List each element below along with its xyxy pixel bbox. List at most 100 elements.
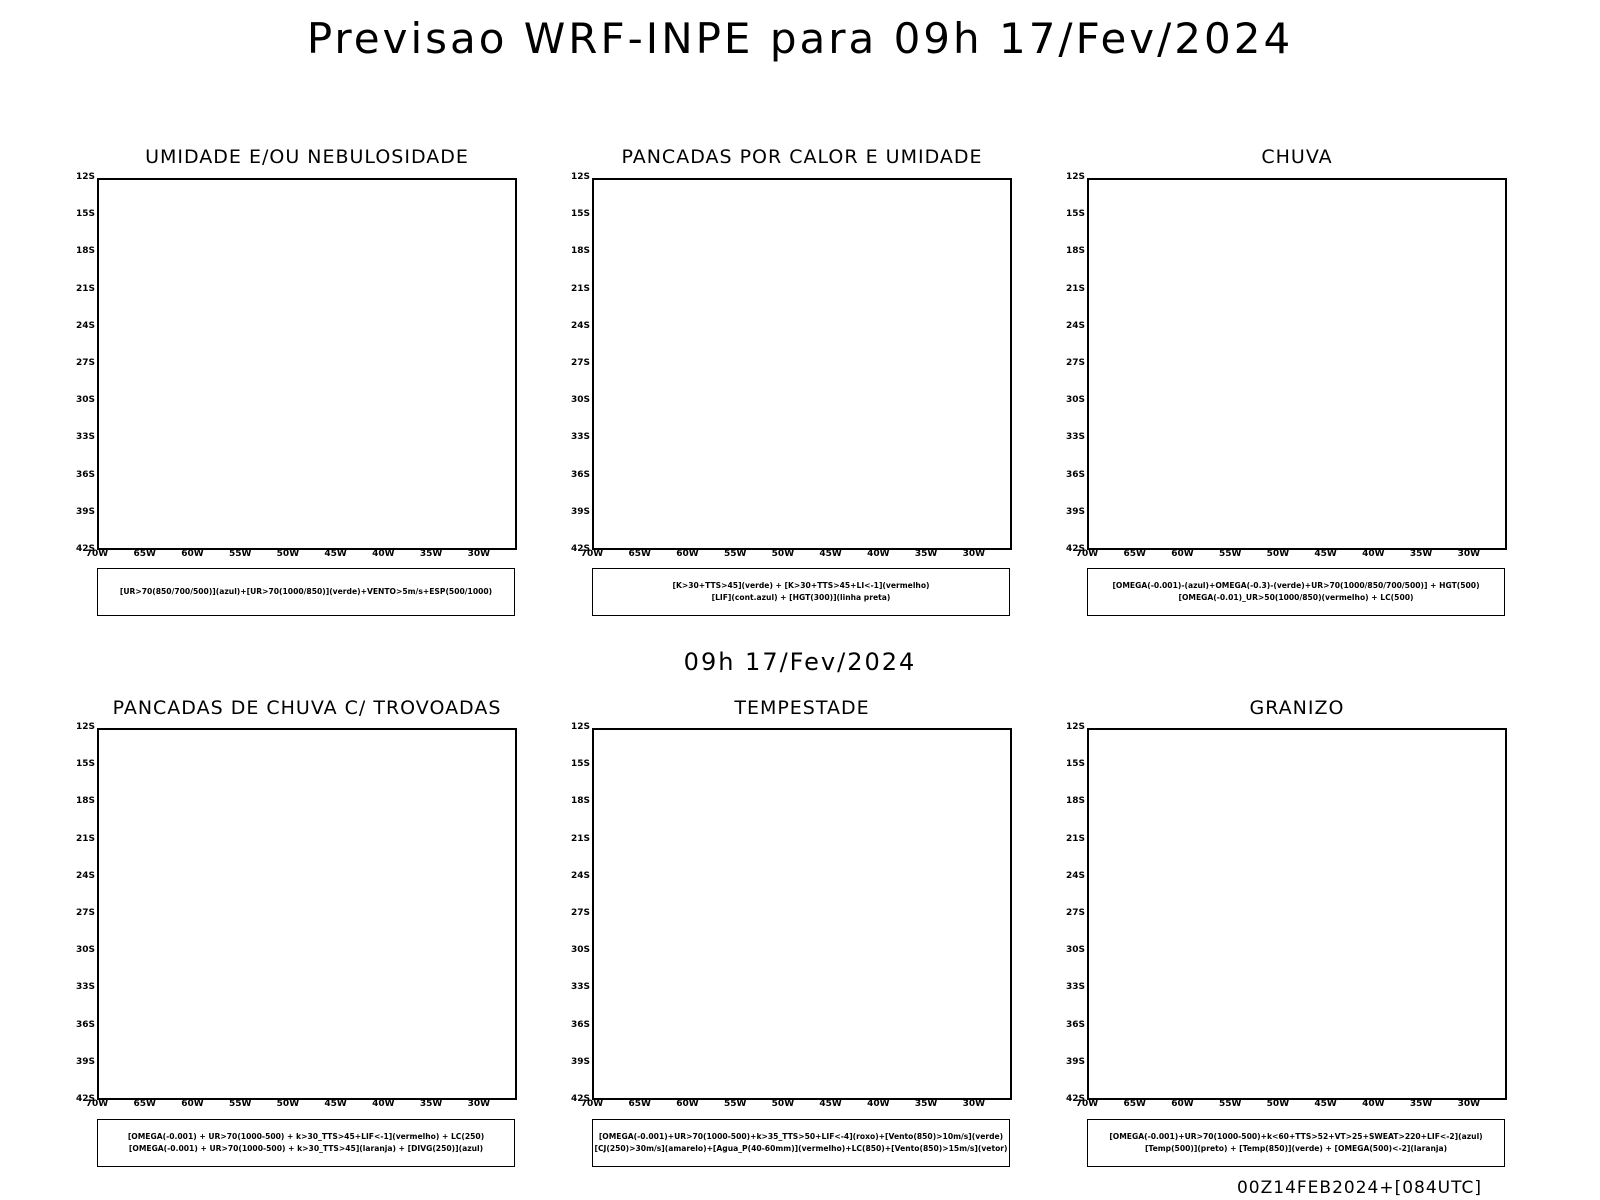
longitude-tick-label: 55W [228, 1099, 252, 1109]
legend-line: [CJ(250)>30m/s](amarelo)+[Agua_P(40-60mm… [594, 1144, 1008, 1153]
latitude-tick-label: 12S [570, 722, 590, 732]
legend-box: [K>30+TTS>45](verde) + [K>30+TTS>45+LI<-… [592, 568, 1010, 616]
longitude-tick-label: 35W [419, 1099, 443, 1109]
latitude-tick-label: 27S [1065, 908, 1085, 918]
latitude-tick-label: 12S [75, 172, 95, 182]
latitude-tick-label: 36S [1065, 1019, 1085, 1030]
legend-line: [OMEGA(-0.01)_UR>50(1000/850)(vermelho) … [1178, 593, 1414, 602]
longitude-tick-label: 40W [1362, 549, 1385, 559]
longitude-tick-label: 55W [1218, 549, 1242, 559]
map-area: 1012101210161012101210121016101210161020… [97, 178, 517, 550]
legend-line: [Temp(500)](preto) + [Temp(850)](verde) … [1144, 1144, 1448, 1153]
longitude-tick-label: 50W [276, 549, 300, 559]
forecast-time-label: 09h 17/Fev/2024 [683, 648, 917, 676]
legend-line: [OMEGA(-0.001)+UR>70(1000-500)+k<60+TTS>… [1109, 1132, 1483, 1141]
latitude-tick-label: 15S [1065, 209, 1085, 220]
latitude-tick-label: 15S [75, 209, 95, 220]
latitude-tick-label: 30S [75, 395, 95, 406]
latitude-tick-label: 42S [570, 1094, 590, 1104]
latitude-tick-label: 21S [1065, 283, 1085, 294]
latitude-tick-label: 24S [1065, 870, 1085, 881]
latitude-tick-label: 27S [75, 358, 95, 368]
latitude-tick-label: 27S [1065, 358, 1085, 368]
map-canvas: 576582588582588576582 [1089, 180, 1507, 550]
latitude-tick-label: 33S [570, 982, 590, 993]
longitude-tick-label: 45W [819, 1099, 842, 1109]
map-canvas [99, 730, 517, 1100]
latitude-tick-label: 39S [1065, 1056, 1085, 1067]
latitude-tick-label: 18S [1065, 246, 1085, 257]
legend-box: [OMEGA(-0.001)+UR>70(1000-500)+k>35_TTS>… [592, 1119, 1010, 1167]
map-area [592, 728, 1012, 1100]
longitude-tick-label: 50W [1266, 1099, 1290, 1109]
longitude-tick-label: 40W [372, 1099, 395, 1109]
latitude-tick-label: 30S [1065, 945, 1085, 956]
longitude-tick-label: 55W [1218, 1099, 1242, 1109]
legend-line: [OMEGA(-0.001) + UR>70(1000-500) + k>30_… [128, 1144, 484, 1153]
longitude-tick-label: 60W [181, 1099, 204, 1109]
latitude-tick-label: 42S [75, 1094, 95, 1104]
legend-line: [UR>70(850/700/500)](azul)+[UR>70(1000/8… [119, 587, 493, 596]
longitude-tick-label: 35W [914, 1099, 938, 1109]
latitude-tick-label: 24S [75, 320, 95, 331]
longitude-tick-label: 55W [723, 1099, 747, 1109]
latitude-tick-label: 18S [75, 246, 95, 257]
longitude-tick-label: 30W [1457, 1099, 1481, 1109]
panel-title: PANCADAS DE CHUVA C/ TROVOADAS [112, 697, 502, 719]
latitude-tick-label: 42S [1065, 1094, 1085, 1104]
longitude-tick-label: 55W [723, 549, 747, 559]
map-canvas: 1012101210161012101210121016101210161020… [99, 180, 517, 550]
latitude-tick-label: 42S [570, 544, 590, 554]
latitude-tick-label: 12S [1065, 722, 1085, 732]
longitude-tick-label: 65W [1123, 549, 1146, 559]
latitude-tick-label: 39S [75, 506, 95, 517]
latitude-tick-label: 39S [570, 1056, 590, 1067]
latitude-tick-label: 21S [75, 833, 95, 844]
longitude-tick-label: 50W [771, 549, 795, 559]
latitude-tick-label: 24S [1065, 320, 1085, 331]
latitude-tick-label: 15S [75, 759, 95, 770]
panel-title: CHUVA [1261, 146, 1333, 168]
latitude-tick-label: 33S [1065, 982, 1085, 993]
latitude-tick-label: 12S [75, 722, 95, 732]
longitude-tick-label: 30W [962, 1099, 986, 1109]
longitude-tick-label: 30W [467, 549, 491, 559]
longitude-tick-label: 40W [1362, 1099, 1385, 1109]
latitude-tick-label: 21S [75, 283, 95, 294]
longitude-tick-label: 40W [867, 1099, 890, 1109]
map-canvas [594, 730, 1012, 1100]
longitude-tick-label: 60W [1171, 549, 1194, 559]
latitude-tick-label: 33S [75, 432, 95, 443]
latitude-tick-label: 36S [570, 469, 590, 480]
latitude-tick-label: 21S [570, 283, 590, 294]
latitude-tick-label: 15S [570, 209, 590, 220]
map-area: 576582588582588576582 [1087, 178, 1507, 550]
legend-box: [OMEGA(-0.001)+UR>70(1000-500)+k<60+TTS>… [1087, 1119, 1505, 1167]
map-area: 9680968096809680960096809600952096009520… [592, 178, 1012, 550]
latitude-tick-label: 27S [75, 908, 95, 918]
panel-title: TEMPESTADE [734, 697, 870, 719]
latitude-tick-label: 21S [570, 833, 590, 844]
latitude-tick-label: 33S [75, 982, 95, 993]
latitude-tick-label: 36S [570, 1019, 590, 1030]
longitude-tick-label: 40W [372, 549, 395, 559]
longitude-tick-label: 45W [324, 549, 347, 559]
longitude-tick-label: 45W [1314, 1099, 1337, 1109]
main-title: Previsao WRF-INPE para 09h 17/Fev/2024 [306, 14, 1294, 63]
longitude-tick-label: 55W [228, 549, 252, 559]
longitude-tick-label: 35W [1409, 549, 1433, 559]
longitude-tick-label: 60W [1171, 1099, 1194, 1109]
latitude-tick-label: 15S [570, 759, 590, 770]
legend-line: [OMEGA(-0.001)+UR>70(1000-500)+k>35_TTS>… [598, 1132, 1004, 1141]
latitude-tick-label: 36S [75, 1019, 95, 1030]
longitude-tick-label: 45W [1314, 549, 1337, 559]
panel-title: UMIDADE E/OU NEBULOSIDADE [145, 146, 469, 168]
longitude-tick-label: 70W [1075, 549, 1099, 559]
latitude-tick-label: 42S [75, 544, 95, 554]
run-info-footer: 00Z14FEB2024+[084UTC] [1236, 1178, 1482, 1198]
legend-line: [K>30+TTS>45](verde) + [K>30+TTS>45+LI<-… [672, 581, 930, 590]
map-area [97, 728, 517, 1100]
legend-line: [LIF](cont.azul) + [HGT(300)](linha pret… [711, 593, 891, 602]
longitude-tick-label: 30W [1457, 549, 1481, 559]
longitude-tick-label: 70W [580, 1099, 604, 1109]
